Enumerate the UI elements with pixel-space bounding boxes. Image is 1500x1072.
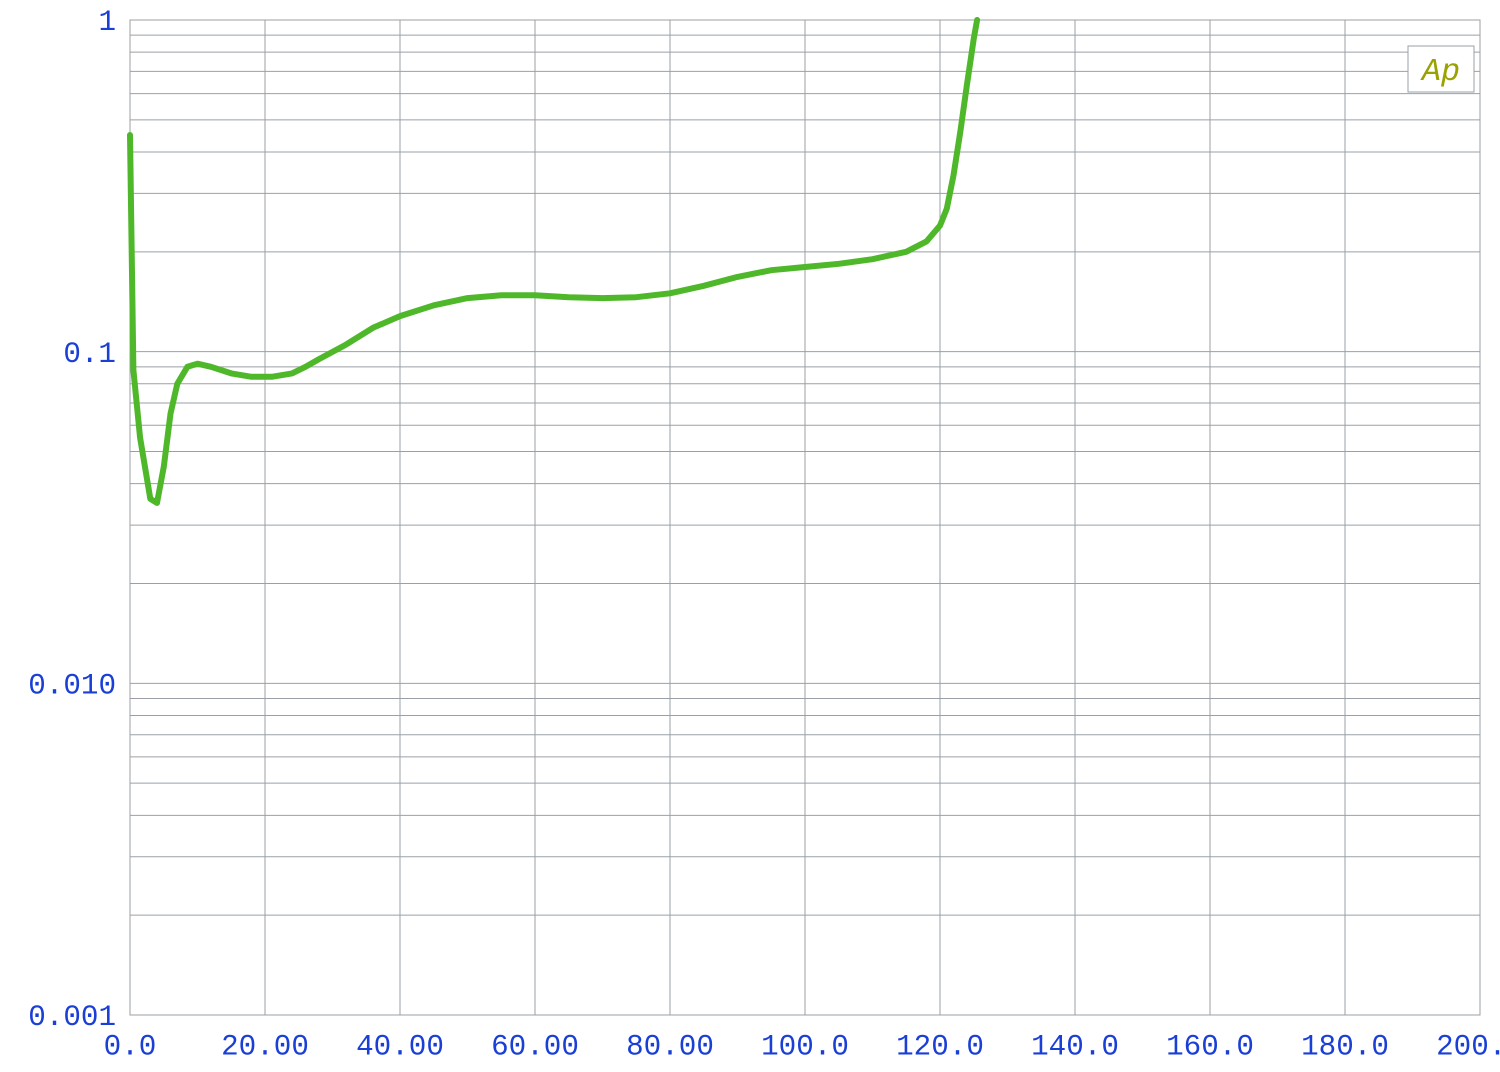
legend-label: Ap: [1420, 53, 1460, 90]
x-tick-label: 120.0: [896, 1031, 984, 1064]
y-tick-label: 0.001: [28, 1001, 116, 1034]
x-tick-label: 60.00: [491, 1031, 579, 1064]
x-tick-label: 20.00: [221, 1031, 309, 1064]
y-tick-label: 0.010: [28, 670, 116, 703]
y-tick-label: 0.1: [63, 338, 116, 371]
chart-svg: 0.001 0.010 0.1 1 0.0 20.00 40.00 60.00 80.00 100…: [0, 0, 1500, 1072]
x-tick-label: 140.0: [1031, 1031, 1119, 1064]
x-tick-label: 40.00: [356, 1031, 444, 1064]
x-tick-label: 100.0: [761, 1031, 849, 1064]
x-tick-label: 0.0: [104, 1031, 157, 1064]
x-tick-label: 80.00: [626, 1031, 714, 1064]
x-tick-label: 160.0: [1166, 1031, 1254, 1064]
line-chart: 0.001 0.010 0.1 1 0.0 20.00 40.00 60.00 80.00 100…: [0, 0, 1500, 1072]
x-tick-label: 200.0: [1436, 1031, 1500, 1064]
x-tick-label: 180.0: [1301, 1031, 1389, 1064]
y-tick-label: 1: [98, 6, 116, 39]
